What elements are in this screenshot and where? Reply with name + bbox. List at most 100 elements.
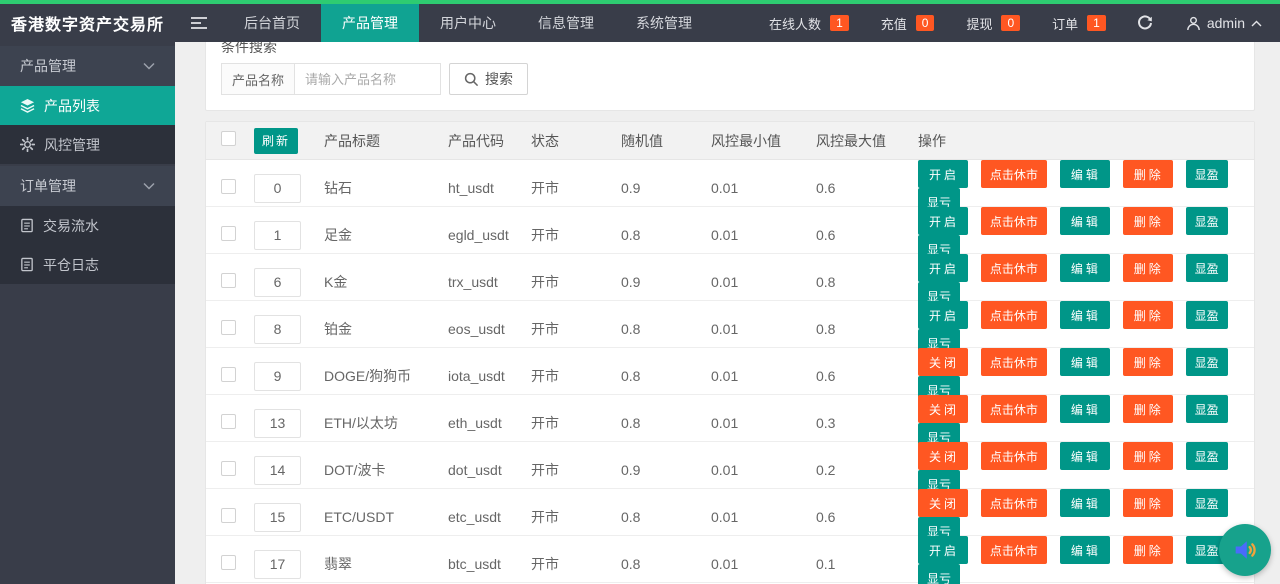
- stat-withdrawals[interactable]: 提现 0: [950, 4, 1036, 42]
- sort-input[interactable]: [254, 173, 301, 203]
- delete-button[interactable]: 删除: [1122, 536, 1173, 564]
- sidebar-collapse-button[interactable]: [175, 4, 223, 42]
- risk-max-value: 0.6: [816, 180, 836, 196]
- row-checkbox[interactable]: [221, 179, 236, 194]
- edit-button[interactable]: 编辑: [1059, 254, 1110, 282]
- pause-market-button[interactable]: 点击休市: [980, 160, 1047, 188]
- sort-input[interactable]: [254, 361, 301, 391]
- pause-market-button[interactable]: 点击休市: [980, 301, 1047, 329]
- edit-button[interactable]: 编辑: [1059, 348, 1110, 376]
- toggle-open-button[interactable]: 开启: [918, 536, 969, 564]
- row-checkbox[interactable]: [221, 273, 236, 288]
- nav-item-dashboard[interactable]: 后台首页: [244, 15, 300, 31]
- product-name-input[interactable]: [295, 63, 442, 95]
- edit-button[interactable]: 编辑: [1059, 395, 1110, 423]
- sidebar-group-products[interactable]: 产品管理: [0, 46, 175, 86]
- user-menu[interactable]: admin: [1168, 4, 1280, 42]
- sort-input[interactable]: [254, 502, 301, 532]
- edit-button[interactable]: 编辑: [1059, 207, 1110, 235]
- nav-item-products[interactable]: 产品管理: [321, 0, 419, 42]
- row-checkbox[interactable]: [221, 320, 236, 335]
- toggle-open-button[interactable]: 关闭: [918, 395, 969, 423]
- toggle-open-button[interactable]: 开启: [918, 301, 969, 329]
- stat-orders[interactable]: 订单 1: [1036, 4, 1122, 42]
- sidebar-item-risk-control[interactable]: 风控管理: [0, 125, 175, 164]
- toggle-open-button[interactable]: 开启: [918, 207, 969, 235]
- edit-button[interactable]: 编辑: [1059, 301, 1110, 329]
- show-profit-button[interactable]: 显盈: [1185, 301, 1228, 329]
- nav-item-information[interactable]: 信息管理: [538, 15, 594, 31]
- row-checkbox[interactable]: [221, 414, 236, 429]
- sort-input[interactable]: [254, 267, 301, 297]
- stat-online-users[interactable]: 在线人数 1: [753, 4, 865, 42]
- toggle-open-button[interactable]: 关闭: [918, 348, 969, 376]
- toggle-open-button[interactable]: 关闭: [918, 442, 969, 470]
- product-title: DOT/波卡: [324, 462, 386, 478]
- select-all-checkbox[interactable]: [221, 130, 236, 146]
- voice-broadcast-button[interactable]: [1219, 524, 1271, 576]
- pause-market-button[interactable]: 点击休市: [980, 536, 1047, 564]
- row-checkbox[interactable]: [221, 367, 236, 382]
- show-profit-button[interactable]: 显盈: [1185, 207, 1228, 235]
- top-nav-items: 后台首页 产品管理 用户中心 信息管理 系统管理: [223, 0, 713, 42]
- row-checkbox[interactable]: [221, 461, 236, 476]
- sidebar-item-product-list[interactable]: 产品列表: [0, 86, 175, 125]
- edit-button[interactable]: 编辑: [1059, 442, 1110, 470]
- row-checkbox[interactable]: [221, 555, 236, 570]
- search-button[interactable]: 搜索: [449, 63, 529, 95]
- show-profit-button[interactable]: 显盈: [1185, 254, 1228, 282]
- delete-button[interactable]: 删除: [1122, 301, 1173, 329]
- show-profit-button[interactable]: 显盈: [1185, 348, 1228, 376]
- delete-button[interactable]: 删除: [1122, 207, 1173, 235]
- pause-market-button[interactable]: 点击休市: [980, 207, 1047, 235]
- edit-button[interactable]: 编辑: [1059, 160, 1110, 188]
- pause-market-button[interactable]: 点击休市: [980, 395, 1047, 423]
- document-icon: [20, 257, 34, 272]
- toggle-open-button[interactable]: 开启: [918, 254, 969, 282]
- delete-button[interactable]: 删除: [1122, 254, 1173, 282]
- sidebar-item-close-log[interactable]: 平仓日志: [0, 245, 175, 284]
- pause-market-button[interactable]: 点击休市: [980, 442, 1047, 470]
- show-profit-button[interactable]: 显盈: [1185, 489, 1228, 517]
- show-loss-button[interactable]: 显亏: [918, 564, 961, 584]
- toggle-open-button[interactable]: 关闭: [918, 489, 969, 517]
- show-profit-button[interactable]: 显盈: [1185, 395, 1228, 423]
- edit-button[interactable]: 编辑: [1059, 489, 1110, 517]
- refresh-page-button[interactable]: [1122, 4, 1168, 42]
- show-profit-button[interactable]: 显盈: [1185, 160, 1228, 188]
- delete-button[interactable]: 删除: [1122, 442, 1173, 470]
- delete-button[interactable]: 删除: [1122, 348, 1173, 376]
- delete-button[interactable]: 删除: [1122, 160, 1173, 188]
- table-row: 铂金 eos_usdt 开市 0.8 0.01 0.8 开启 点击休市 编辑 删…: [206, 301, 1254, 357]
- nav-item-system[interactable]: 系统管理: [636, 15, 692, 31]
- sort-input[interactable]: [254, 314, 301, 344]
- product-code: dot_usdt: [448, 462, 502, 478]
- row-checkbox[interactable]: [221, 508, 236, 523]
- toggle-open-button[interactable]: 开启: [918, 160, 969, 188]
- stat-deposits[interactable]: 充值 0: [865, 4, 951, 42]
- username: admin: [1206, 15, 1245, 31]
- sort-input[interactable]: [254, 220, 301, 250]
- pause-market-button[interactable]: 点击休市: [980, 254, 1047, 282]
- sort-input[interactable]: [254, 549, 301, 579]
- nav-item-users[interactable]: 用户中心: [440, 15, 496, 31]
- column-header-status: 状态: [531, 132, 559, 149]
- row-actions: 关闭 点击休市 编辑 删除 显盈 显亏: [918, 348, 1254, 404]
- sidebar-group-label: 产品管理: [20, 58, 76, 74]
- pause-market-button[interactable]: 点击休市: [980, 489, 1047, 517]
- refresh-table-button[interactable]: 刷新: [254, 127, 299, 154]
- random-value: 0.9: [621, 462, 641, 478]
- delete-button[interactable]: 删除: [1122, 489, 1173, 517]
- pause-market-button[interactable]: 点击休市: [980, 348, 1047, 376]
- sidebar-item-trade-flow[interactable]: 交易流水: [0, 206, 175, 245]
- delete-button[interactable]: 删除: [1122, 395, 1173, 423]
- stat-badge: 0: [1001, 15, 1021, 31]
- row-checkbox[interactable]: [221, 226, 236, 241]
- edit-button[interactable]: 编辑: [1059, 536, 1110, 564]
- random-value: 0.8: [621, 509, 641, 525]
- sort-input[interactable]: [254, 408, 301, 438]
- refresh-icon: [1137, 15, 1153, 31]
- sidebar-group-orders[interactable]: 订单管理: [0, 166, 175, 206]
- sort-input[interactable]: [254, 455, 301, 485]
- show-profit-button[interactable]: 显盈: [1185, 442, 1228, 470]
